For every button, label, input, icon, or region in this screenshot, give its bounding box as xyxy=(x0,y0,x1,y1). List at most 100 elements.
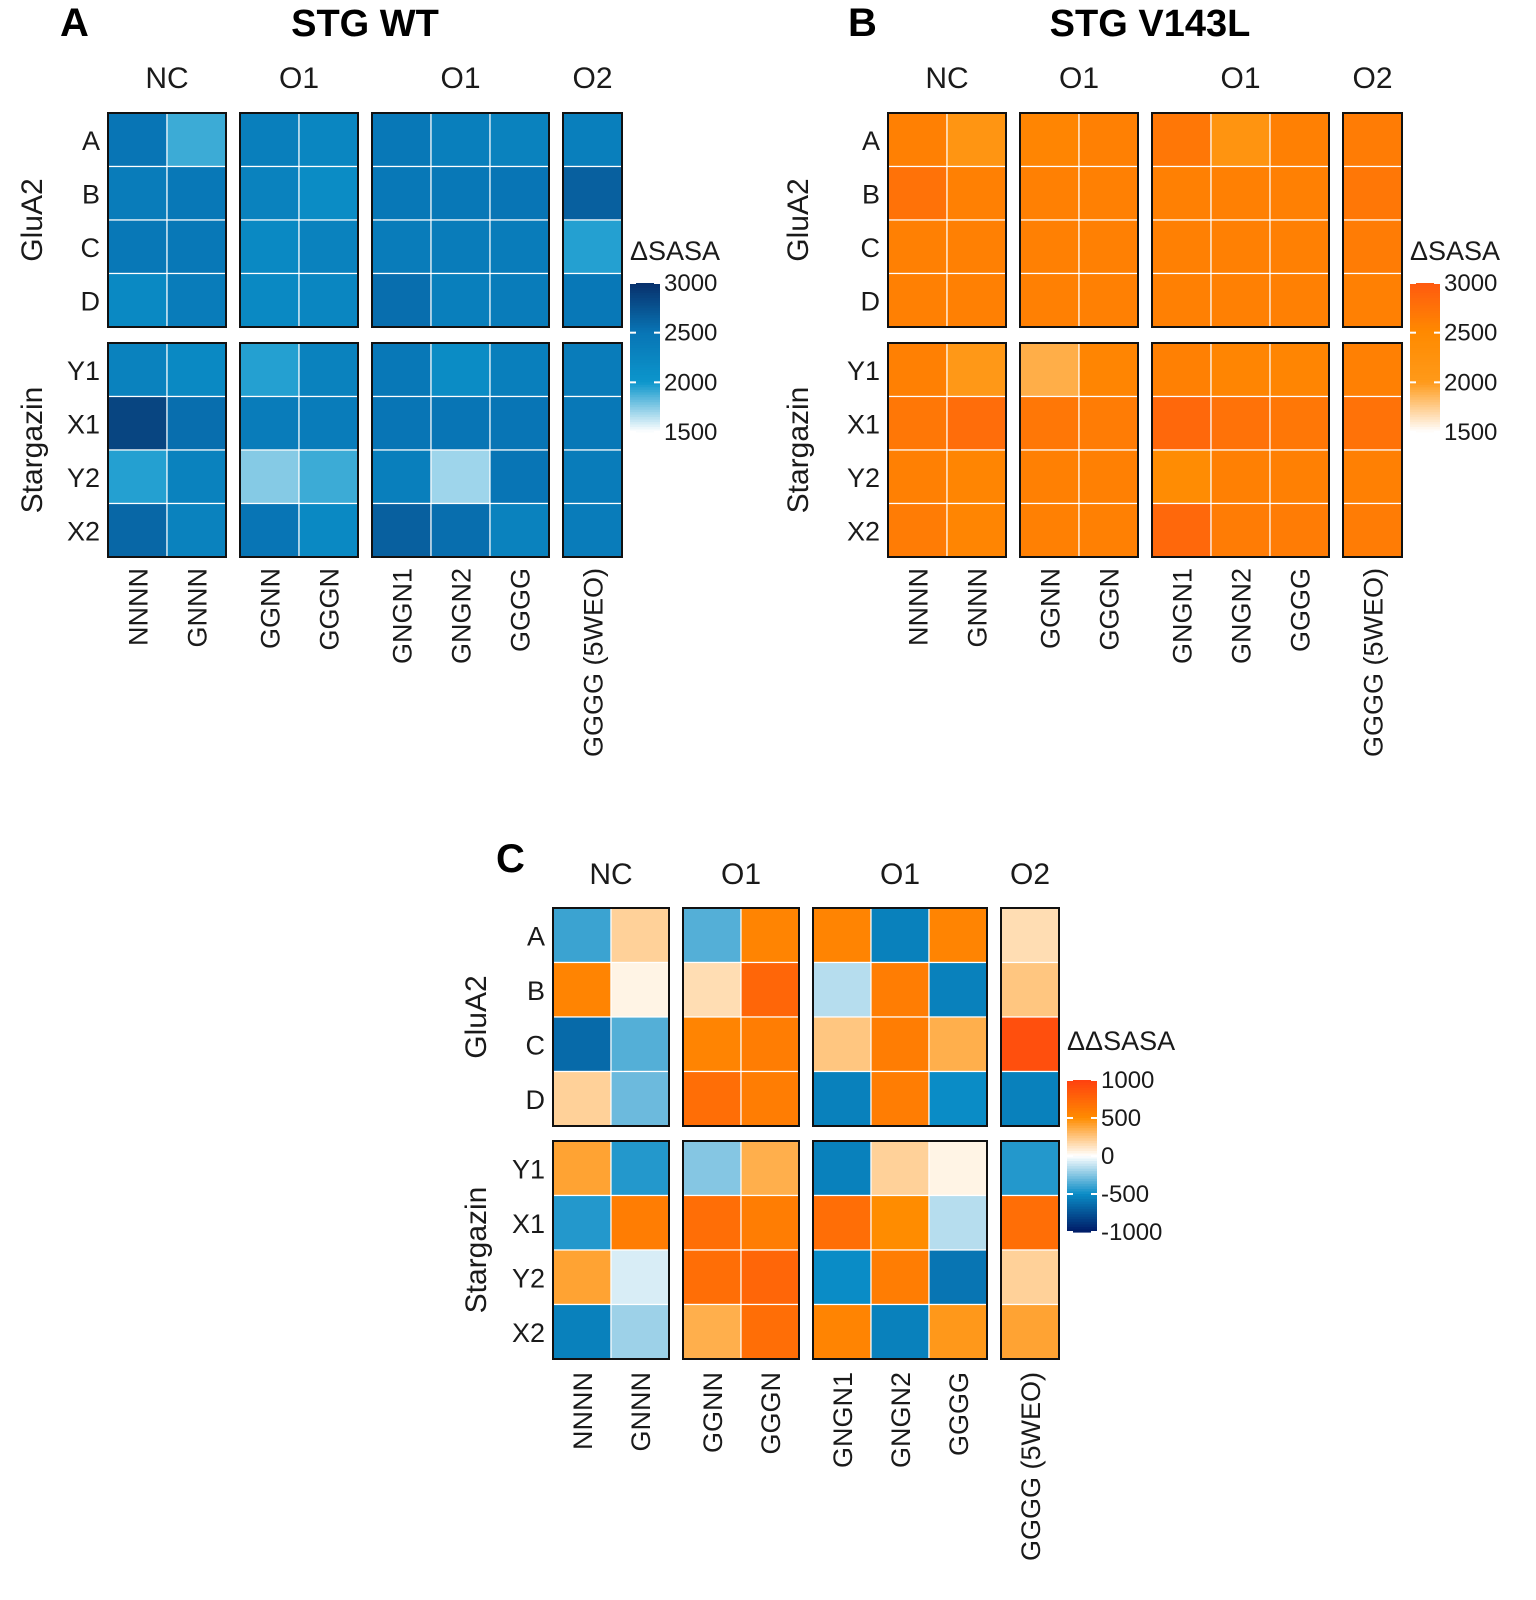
legend-gradient-step xyxy=(1410,414,1440,418)
legend-gradient-step xyxy=(1410,417,1440,421)
heatmap-cell xyxy=(166,502,227,558)
block-border xyxy=(812,907,988,1127)
row-label: B xyxy=(82,179,100,209)
legend-tick-label: 2000 xyxy=(664,369,717,396)
legend-gradient-step xyxy=(1067,1125,1097,1129)
heatmap-cell xyxy=(552,1070,612,1127)
heatmap-cell xyxy=(682,1016,742,1073)
heatmap-cell xyxy=(298,165,359,221)
legend-gradient-step xyxy=(630,377,660,381)
heatmap-cell xyxy=(1210,342,1271,398)
heatmap-cell xyxy=(812,1016,872,1073)
heatmap-cell xyxy=(870,961,930,1018)
legend-gradient-step xyxy=(630,397,660,401)
heatmap-cell xyxy=(1078,165,1139,221)
heatmap-cell xyxy=(298,219,359,275)
heatmap-cell xyxy=(740,1070,800,1127)
legend-gradient-step xyxy=(1067,1107,1097,1111)
heatmap-cell xyxy=(870,1249,930,1306)
legend-gradient-step xyxy=(1067,1138,1097,1142)
group-label: NC xyxy=(145,62,188,95)
heatmap-cell xyxy=(107,272,168,328)
group-label: NC xyxy=(925,62,968,95)
block-border xyxy=(682,1140,800,1360)
block-border xyxy=(107,342,227,558)
heatmap-cell xyxy=(1342,395,1403,451)
block-border xyxy=(107,112,227,328)
block-border xyxy=(887,112,1007,328)
legend-gradient-step xyxy=(1067,1216,1097,1220)
heatmap-cell xyxy=(610,1070,670,1127)
heatmap-cell xyxy=(1151,272,1212,328)
legend-gradient-step xyxy=(1067,1090,1097,1094)
legend-gradient-step xyxy=(1410,387,1440,391)
row-label: D xyxy=(81,286,101,316)
heatmap-cell xyxy=(1342,219,1403,275)
legend-gradient-step xyxy=(630,350,660,354)
heatmap-cell xyxy=(610,961,670,1018)
legend-gradient-step xyxy=(630,359,660,364)
heatmap-cell xyxy=(1151,395,1212,451)
column-label: GGGG xyxy=(506,568,536,652)
legend-gradient-step xyxy=(1067,1204,1097,1208)
heatmap-cell xyxy=(489,395,550,451)
heatmap-cell xyxy=(1000,961,1060,1018)
legend-gradient-step xyxy=(630,312,660,316)
heatmap-cell xyxy=(610,1249,670,1306)
legend-gradient-step xyxy=(1410,305,1440,309)
legend-gradient-step xyxy=(630,392,660,396)
legend-gradient-step xyxy=(1067,1183,1097,1187)
heatmap-cell xyxy=(1210,395,1271,451)
heatmap-cell xyxy=(887,272,948,328)
legend-gradient-step xyxy=(1067,1199,1097,1203)
legend-gradient-step xyxy=(1410,409,1440,413)
legend-gradient-step xyxy=(1067,1178,1097,1182)
heatmap-cell xyxy=(928,1194,988,1251)
row-label: X1 xyxy=(847,409,880,439)
legend-gradient-step xyxy=(630,320,660,324)
heatmap-cell xyxy=(1342,272,1403,328)
legend-gradient-step xyxy=(1410,332,1440,336)
heatmap-cell xyxy=(166,165,227,221)
group-label: O2 xyxy=(572,62,612,95)
legend-gradient-step xyxy=(1067,1102,1097,1106)
heatmap-cell xyxy=(1019,112,1080,168)
legend-gradient-step xyxy=(1067,1219,1097,1223)
legend-gradient-step xyxy=(1067,1082,1097,1086)
heatmap-cell xyxy=(371,342,432,398)
heatmap-cell xyxy=(166,272,227,328)
legend-gradient-step xyxy=(1410,379,1440,383)
legend-gradient-step xyxy=(1410,359,1440,364)
legend-gradient-step xyxy=(1410,422,1440,426)
legend-gradient-step xyxy=(1067,1194,1097,1198)
legend-gradient-step xyxy=(1410,315,1440,319)
legend-gradient-step xyxy=(630,382,660,386)
legend-gradient-step xyxy=(1067,1181,1097,1185)
block-border xyxy=(239,342,359,558)
heatmap-cell xyxy=(740,1016,800,1073)
heatmap-cell xyxy=(166,395,227,451)
heatmap-cell xyxy=(887,219,948,275)
heatmap-cell xyxy=(562,502,623,558)
legend-gradient-step xyxy=(1067,1196,1097,1200)
legend-title: ΔSASA xyxy=(630,236,720,266)
legend-gradient-step xyxy=(630,407,660,411)
legend-tick-label: -1000 xyxy=(1101,1219,1162,1246)
heatmap-cell xyxy=(870,1140,930,1197)
legend-gradient-step xyxy=(630,315,660,319)
heatmap-cell xyxy=(1151,219,1212,275)
group-label: O1 xyxy=(721,858,761,891)
heatmap-cell xyxy=(1000,907,1060,964)
legend-gradient-step xyxy=(630,297,660,301)
legend-gradient-step xyxy=(630,327,660,331)
legend-gradient-step xyxy=(1410,394,1440,398)
heatmap-cell xyxy=(1151,449,1212,505)
legend-gradient-step xyxy=(1067,1156,1097,1160)
legend-gradient-step xyxy=(630,399,660,403)
group-label: O1 xyxy=(440,62,480,95)
heatmap-cell xyxy=(489,272,550,328)
legend-gradient-step xyxy=(1410,347,1440,351)
legend-gradient-step xyxy=(1067,1135,1097,1139)
